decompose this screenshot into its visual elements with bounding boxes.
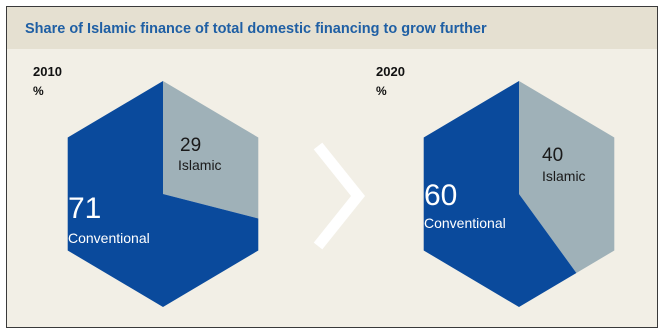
unit-label-2020: % [376, 84, 387, 98]
islamic-value-2010: 29 [180, 135, 201, 156]
islamic-label-2020: Islamic [542, 168, 586, 184]
conventional-value-2010: 71 [68, 192, 101, 225]
conventional-label-2010: Conventional [68, 230, 150, 246]
hex-pie-2020: 60 Conventional 40 Islamic [423, 81, 615, 307]
slice-conventional-2010 [67, 81, 259, 307]
slice-islamic-2020 [519, 81, 615, 273]
conventional-value-2020: 60 [424, 179, 457, 212]
conventional-label-2020: Conventional [424, 215, 506, 231]
unit-label-2010: % [33, 84, 44, 98]
year-label-2010: 2010 [33, 64, 62, 79]
title-bar: Share of Islamic finance of total domest… [7, 7, 657, 49]
islamic-value-2020: 40 [542, 145, 563, 166]
islamic-label-2010: Islamic [178, 157, 222, 173]
slice-conventional-2020 [423, 81, 577, 307]
slice-islamic-2010 [163, 81, 259, 219]
chart-title: Share of Islamic finance of total domest… [25, 21, 487, 37]
chevron-right-icon [313, 142, 366, 250]
year-label-2020: 2020 [376, 64, 405, 79]
